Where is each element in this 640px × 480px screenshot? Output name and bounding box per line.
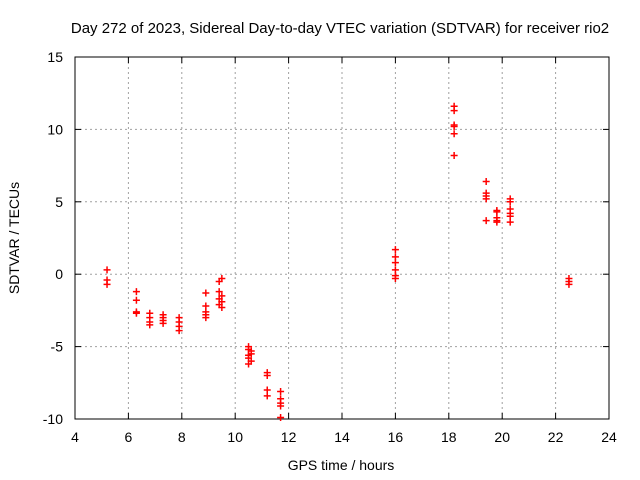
x-tick-label: 8	[178, 429, 186, 445]
data-point	[247, 347, 255, 355]
data-point	[277, 402, 285, 410]
data-point	[132, 296, 140, 304]
y-tick-label: 5	[55, 194, 63, 210]
x-tick-label: 20	[494, 429, 510, 445]
grid	[75, 57, 609, 419]
data-point	[159, 319, 167, 327]
data-point	[450, 151, 458, 159]
data-point	[391, 275, 399, 283]
data-point	[146, 321, 154, 329]
y-tick-label: -10	[43, 411, 63, 427]
data-point	[506, 218, 514, 226]
x-tick-label: 24	[601, 429, 617, 445]
data-point	[277, 387, 285, 395]
data-point	[202, 289, 210, 297]
data-point	[391, 246, 399, 254]
data-point	[175, 327, 183, 335]
x-tick-label: 6	[125, 429, 133, 445]
data-point	[103, 280, 111, 288]
data-point	[215, 288, 223, 296]
x-axis-label: GPS time / hours	[288, 457, 395, 473]
x-tick-label: 14	[334, 429, 350, 445]
y-tick-label: 15	[47, 49, 63, 65]
x-tick-label: 18	[441, 429, 457, 445]
data-point	[482, 178, 490, 186]
data-series	[103, 102, 573, 422]
y-axis-label: SDTVAR / TECUs	[6, 182, 22, 294]
data-point	[245, 351, 253, 359]
data-point	[506, 198, 514, 206]
x-tick-label: 4	[71, 429, 79, 445]
x-tick-label: 10	[227, 429, 243, 445]
y-tick-label: 0	[55, 266, 63, 282]
data-point	[482, 217, 490, 225]
y-tick-label: 10	[47, 121, 63, 137]
data-point	[202, 314, 210, 322]
data-point	[245, 360, 253, 368]
data-point	[218, 275, 226, 283]
data-point	[482, 195, 490, 203]
data-point	[277, 414, 285, 422]
data-point	[132, 288, 140, 296]
data-point	[103, 266, 111, 274]
chart-title: Day 272 of 2023, Sidereal Day-to-day VTE…	[71, 20, 609, 37]
data-point	[263, 392, 271, 400]
x-tick-label: 12	[281, 429, 297, 445]
data-point	[565, 280, 573, 288]
data-point	[450, 107, 458, 115]
x-tick-label: 16	[388, 429, 404, 445]
axis-ticks: 4 6 8 10 12 14 16 18 20 22 24 -10 -5 0 5 10 15	[43, 49, 617, 445]
data-point	[263, 372, 271, 380]
x-tick-label: 22	[548, 429, 564, 445]
data-point	[493, 218, 501, 226]
data-point	[218, 304, 226, 312]
data-point	[450, 123, 458, 131]
data-point	[132, 309, 140, 317]
y-tick-label: -5	[51, 339, 64, 355]
data-point	[391, 259, 399, 267]
data-point	[450, 130, 458, 138]
